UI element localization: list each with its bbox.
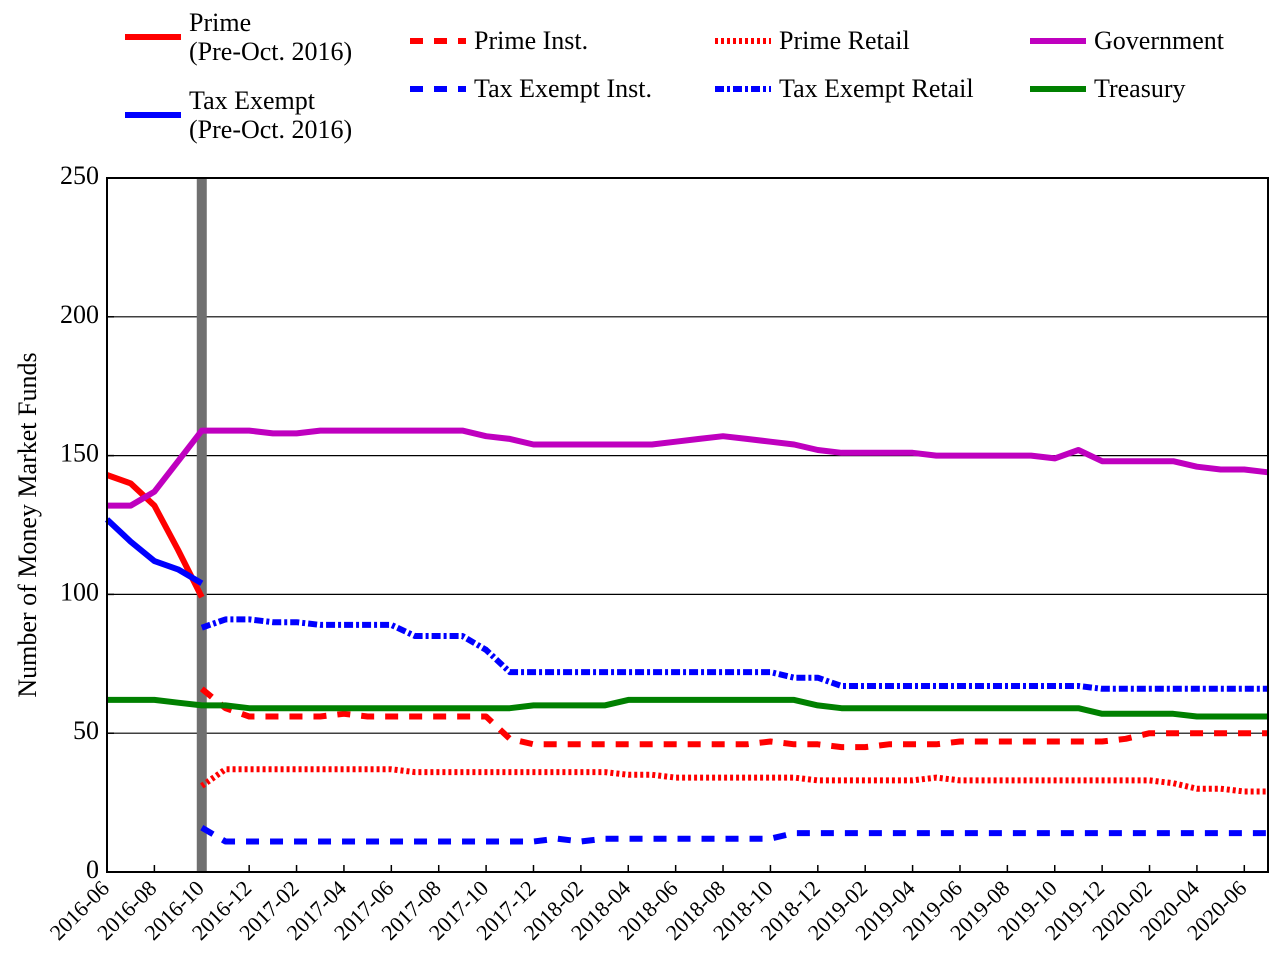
legend-swatch <box>125 112 181 118</box>
legend-swatch <box>410 37 466 44</box>
series-line <box>200 766 1268 795</box>
legend-label: Government <box>1094 26 1224 55</box>
legend-entry: Prime (Pre-Oct. 2016) <box>125 8 352 66</box>
legend-swatch <box>125 34 181 40</box>
y-tick-label: 50 <box>73 716 99 745</box>
series-line <box>107 696 1268 720</box>
series-line <box>104 517 204 586</box>
legend-entry: Treasury <box>1030 74 1185 103</box>
legend-label: Tax Exempt Inst. <box>474 74 652 103</box>
plot-frame <box>106 177 1269 873</box>
y-tick-label: 0 <box>86 855 99 884</box>
y-tick-label: 100 <box>60 577 99 606</box>
legend-label: Prime Inst. <box>474 26 589 55</box>
y-tick-label: 250 <box>60 161 99 190</box>
legend-entry: Tax Exempt Inst. <box>410 74 652 103</box>
legend-label: Tax Exempt Retail <box>779 74 974 103</box>
legend-label: Treasury <box>1094 74 1186 103</box>
legend-swatch <box>410 85 466 92</box>
legend-swatch <box>715 85 771 92</box>
y-axis-label: Number of Money Market Funds <box>13 352 42 697</box>
legend-label: Prime (Pre-Oct. 2016) <box>189 8 353 66</box>
legend-swatch <box>715 37 771 44</box>
series-line <box>200 616 1268 692</box>
legend-entry: Government <box>1030 26 1224 55</box>
y-tick-label: 200 <box>60 300 99 329</box>
legend-entry: Prime Retail <box>715 26 910 55</box>
series-line <box>105 472 205 599</box>
legend-entry: Tax Exempt (Pre-Oct. 2016) <box>125 86 352 144</box>
legend-entry: Tax Exempt Retail <box>715 74 974 103</box>
legend-swatch <box>1030 37 1086 44</box>
legend-swatch <box>1030 85 1086 92</box>
legend-label: Tax Exempt (Pre-Oct. 2016) <box>189 86 353 144</box>
legend-label: Prime Retail <box>779 26 910 55</box>
legend-entry: Prime Inst. <box>410 26 588 55</box>
series-line <box>107 427 1269 509</box>
y-tick-label: 150 <box>60 439 99 468</box>
series-line <box>200 825 1268 845</box>
